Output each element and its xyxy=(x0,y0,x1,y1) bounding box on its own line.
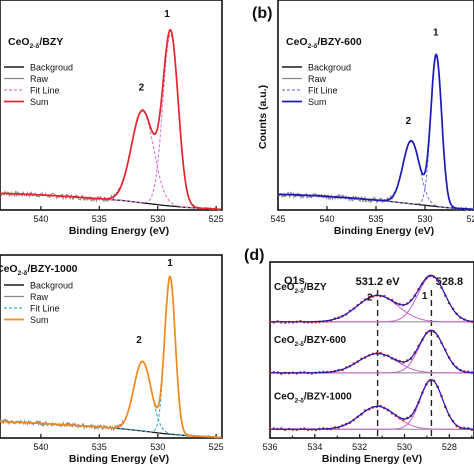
x-tick-label: 536 xyxy=(262,442,277,452)
peak-label: 2 xyxy=(136,335,142,346)
peak-label: 2 xyxy=(367,293,373,304)
x-tick-label: 534 xyxy=(307,442,322,452)
series-label: CeO2-δ/BZY-600 xyxy=(274,335,347,348)
spectrum-1: CeO2-δ/BZY-600 xyxy=(268,329,474,375)
legend-background-label: Backgroud xyxy=(30,281,73,291)
fit-peak-2 xyxy=(270,405,474,430)
x-tick-label: 525 xyxy=(466,214,474,224)
x-tick-label: 535 xyxy=(92,442,107,452)
fit-sum xyxy=(270,379,474,430)
x-tick-label: 530 xyxy=(150,214,165,224)
peak-label: 1 xyxy=(167,258,173,269)
legend-raw-label: Raw xyxy=(308,74,327,84)
spectrum-0: CeO2-δ/BZY xyxy=(268,274,474,324)
x-tick-label: 540 xyxy=(319,214,334,224)
x-axis-label: Binding Energy (eV) xyxy=(69,453,169,465)
core-level-label: O1s xyxy=(284,275,305,287)
fit-sum xyxy=(270,274,474,323)
fit-peak-1 xyxy=(270,379,474,430)
legend-fit-line-label: Fit Line xyxy=(30,86,60,96)
fit-sum xyxy=(270,329,474,374)
legend-raw-label: Raw xyxy=(30,74,49,84)
legend-fit-line-label: Fit Line xyxy=(308,86,338,96)
x-tick-label: 532 xyxy=(352,442,367,452)
x-tick-label: 540 xyxy=(33,214,48,224)
series-sum xyxy=(0,275,222,439)
panel-c: 540 535 530 525 Binding Energy (eV) 1 2 CeO2-δ/… xyxy=(0,254,224,465)
peak-label: 2 xyxy=(139,82,145,93)
sample-label: CeO2-δ/BZY xyxy=(8,36,63,50)
legend-background-label: Backgroud xyxy=(30,63,73,73)
x-axis-label: Binding Energy (eV) xyxy=(334,225,434,237)
legend-background-label: Backgroud xyxy=(308,63,351,73)
x-tick-label: 530 xyxy=(417,214,432,224)
annotation-528-8: 528.8 xyxy=(436,276,464,288)
x-tick-label: 530 xyxy=(150,442,165,452)
legend-sum-label: Sum xyxy=(30,315,49,325)
x-tick-label: 545 xyxy=(270,214,285,224)
x-tick-label: 525 xyxy=(209,214,224,224)
peak-label: 1 xyxy=(422,291,428,302)
spectrum-2: CeO2-δ/BZY-1000 xyxy=(268,378,474,432)
y-axis-label: Counts (a.u.) xyxy=(257,85,269,149)
x-axis-label: Binding Energy (eV) xyxy=(322,453,422,465)
series-label: CeO2-δ/BZY-1000 xyxy=(274,391,352,404)
sample-label: CeO2-δ/BZY-1000 xyxy=(0,263,78,277)
x-axis-label: Binding Energy (eV) xyxy=(69,225,169,237)
x-tick-label: 525 xyxy=(209,442,224,452)
panel-a: 540 535 530 525 Binding Energy (eV) 1 2 CeO2-δ/… xyxy=(0,0,224,237)
peak-label: 2 xyxy=(406,116,412,127)
x-tick-label: 528 xyxy=(442,442,457,452)
fit-peak-2 xyxy=(270,352,474,374)
panel-letter: (d) xyxy=(244,247,264,264)
peak-label: 1 xyxy=(164,9,170,20)
series-label: CeO2-δ/BZY xyxy=(274,282,327,295)
panel-d: 536 534 532 530 528 Binding Energy (eV) (d) 531… xyxy=(244,247,474,465)
series-fit-peak-2 xyxy=(0,360,222,438)
series-sum xyxy=(278,53,474,211)
peak-label: 1 xyxy=(433,28,439,39)
series-fit-peak-1 xyxy=(0,33,222,210)
plot-frame xyxy=(0,0,223,211)
legend-raw-label: Raw xyxy=(30,292,49,302)
legend-sum-label: Sum xyxy=(308,97,327,107)
x-tick-label: 535 xyxy=(368,214,383,224)
x-tick-label: 535 xyxy=(92,214,107,224)
fit-peak-1 xyxy=(270,330,474,374)
panel-b: 545 540 535 530 525 Binding Energy (eV) Counts… xyxy=(252,0,474,237)
legend-sum-label: Sum xyxy=(30,97,49,107)
x-tick-label: 530 xyxy=(397,442,412,452)
sample-label: CeO2-δ/BZY-600 xyxy=(286,36,362,50)
legend-fit-line-label: Fit Line xyxy=(30,304,60,314)
plot-frame xyxy=(0,254,223,439)
annotation-531-2: 531.2 eV xyxy=(356,276,401,288)
series-sum xyxy=(0,28,222,211)
plot-frame xyxy=(269,261,474,439)
series-raw xyxy=(0,28,222,212)
x-tick-label: 540 xyxy=(33,442,48,452)
panel-letter: (b) xyxy=(252,5,272,22)
